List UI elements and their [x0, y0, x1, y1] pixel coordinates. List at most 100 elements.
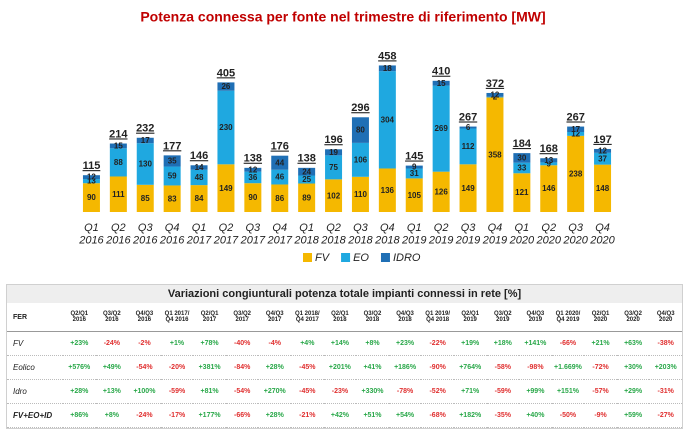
table-cell: -38%: [649, 331, 682, 356]
bar-segment: [325, 155, 343, 180]
total-label: 115: [83, 160, 101, 172]
table-cell: +54%: [388, 403, 422, 428]
table-cell: -45%: [291, 379, 324, 404]
bar-segment: [244, 167, 262, 172]
table-cell: +51%: [356, 403, 389, 428]
segment-label: 44: [275, 158, 284, 167]
legend-swatch: [341, 253, 351, 262]
bar-segment: [271, 155, 289, 170]
bar-segment: [217, 164, 235, 212]
segment-label: 88: [114, 158, 123, 167]
total-label: 410: [432, 66, 450, 78]
table-cell: +21%: [584, 331, 617, 356]
segment-label: 30: [517, 154, 526, 163]
bar-segment: [378, 65, 396, 72]
bar-segment: [405, 165, 423, 169]
segment-label: 24: [302, 167, 311, 176]
segment-label: 15: [437, 79, 446, 88]
bar-segment: [109, 148, 127, 177]
segment-label: 48: [195, 173, 204, 182]
table-cell: -31%: [649, 379, 682, 404]
column-header: Q3/Q2 2018: [356, 303, 389, 332]
bar-segment: [136, 137, 154, 144]
segment-label: 19: [329, 148, 338, 157]
total-label: 197: [593, 134, 611, 146]
table-cell: +8%: [95, 403, 129, 428]
total-label: 267: [566, 111, 584, 123]
segment-label: 111: [112, 190, 125, 199]
segment-label: 2: [493, 93, 498, 102]
bar-segment: [486, 96, 504, 98]
table-cell: -21%: [291, 403, 324, 428]
segment-label: 84: [195, 194, 204, 203]
bar-segment: [109, 143, 127, 149]
table-cell: +29%: [616, 379, 650, 404]
bar-segment: [82, 175, 100, 180]
legend-label: IDRO: [393, 252, 421, 264]
bar-segment: [432, 80, 450, 86]
row-label: FV: [7, 331, 63, 356]
x-tick-label: Q4 2018: [374, 222, 400, 247]
table-cell: +86%: [63, 403, 96, 428]
table-cell: +18%: [486, 331, 520, 356]
legend-label: EO: [353, 252, 369, 264]
x-tick-label: Q1 2016: [78, 222, 104, 247]
bar-segment: [298, 175, 316, 184]
bar-segment: [163, 155, 181, 167]
column-header: Q1 2019/ Q4 2018: [421, 303, 454, 332]
table-cell: +13%: [95, 379, 129, 404]
segment-label: 121: [515, 188, 529, 197]
x-tick-label: Q1 2019: [401, 222, 426, 247]
bar-segment: [244, 171, 262, 184]
bar-segment: [540, 162, 558, 166]
segment-label: 230: [219, 123, 233, 132]
table-cell: +19%: [453, 331, 487, 356]
bar-segment: [405, 178, 423, 212]
table-cell: -58%: [486, 355, 520, 380]
column-header: Q3/Q2 2020: [616, 303, 650, 332]
total-label: 168: [540, 143, 558, 155]
bar-segment: [459, 126, 477, 129]
table-cell: +71%: [453, 379, 487, 404]
table-cell: +28%: [258, 355, 292, 380]
table-cell: +100%: [128, 379, 161, 404]
segment-label: 31: [410, 169, 419, 178]
segment-label: 85: [141, 194, 150, 203]
table-cell: -57%: [584, 379, 617, 404]
x-tick-label: Q2 2019: [428, 222, 453, 247]
segment-label: 59: [168, 172, 177, 181]
table-cell: +203%: [649, 355, 682, 380]
bar-segment: [459, 164, 477, 212]
bar-segment: [486, 97, 504, 212]
bar-segment: [217, 82, 235, 91]
column-header: Q4/Q3 2017: [258, 303, 292, 332]
table-panel: Variazioni congiunturali potenza totale …: [6, 284, 683, 429]
bar-segment: [351, 117, 369, 143]
bar-segment: [217, 90, 235, 165]
segment-label: 110: [354, 190, 367, 199]
row-label: FV+EO+ID: [7, 403, 63, 428]
table-row: Eolico +576% +49% -54% -20% +381% -84% +28% -45%…: [7, 355, 682, 380]
x-tick-label: Q3 2016: [132, 222, 158, 247]
x-tick-label: Q3 2019: [455, 222, 480, 247]
table-cell: +141%: [519, 331, 552, 356]
bar-segment: [540, 158, 558, 163]
segment-label: 358: [488, 150, 502, 159]
column-header: Q3/Q2 2016: [95, 303, 129, 332]
total-label: 232: [136, 123, 154, 135]
total-label: 372: [486, 78, 504, 90]
segment-label: 269: [434, 124, 448, 133]
segment-label: 18: [383, 64, 392, 73]
segment-label: 83: [168, 194, 177, 203]
table-cell: +1%: [160, 331, 194, 356]
bar-segment: [271, 184, 289, 212]
chart: Potenza connessa per fonte nel trimestre…: [78, 9, 615, 264]
segment-label: 149: [461, 184, 475, 193]
total-label: 267: [459, 111, 477, 123]
x-tick-label: Q1 2017: [186, 222, 212, 247]
table-cell: -23%: [323, 379, 357, 404]
row-label: Idro: [7, 379, 63, 404]
table-cell: -22%: [421, 331, 454, 356]
bar-segment: [378, 71, 396, 169]
